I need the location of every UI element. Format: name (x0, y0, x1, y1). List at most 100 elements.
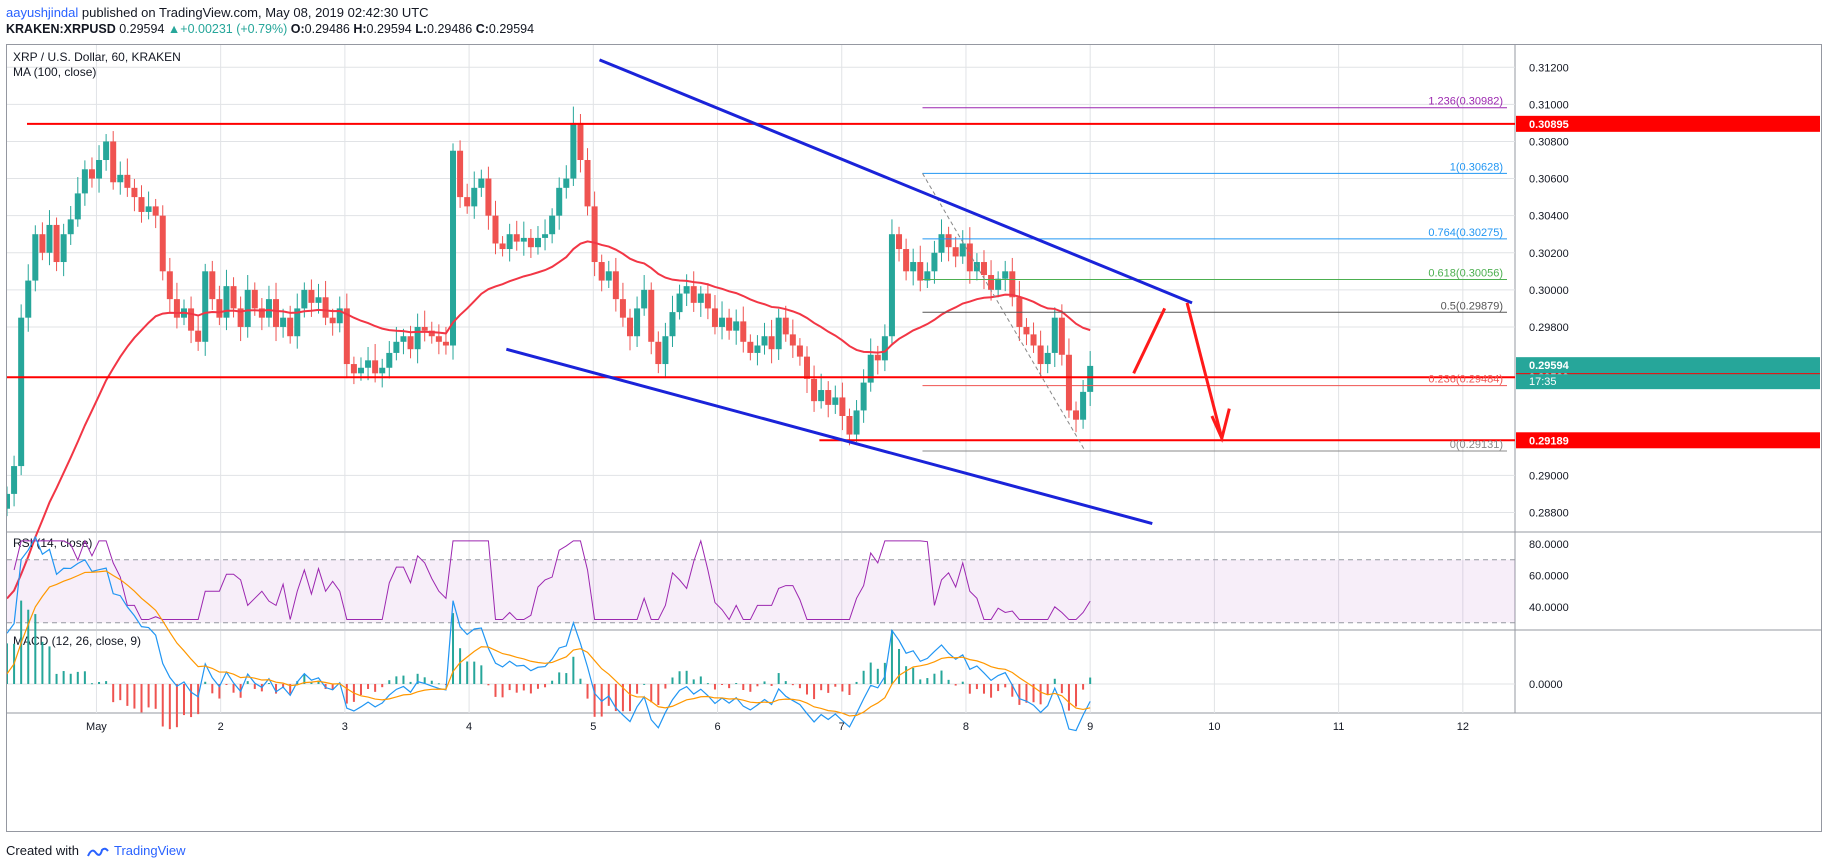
rsi-tick-label: 80.0000 (1529, 539, 1569, 551)
macd-histogram-bar (508, 684, 511, 691)
symbol-name[interactable]: KRAKEN:XRPUSD (6, 22, 116, 36)
ohlc-low-label: L: (415, 22, 428, 36)
candle-body (471, 187, 478, 207)
candle-body (53, 224, 60, 263)
candle-body (853, 410, 860, 435)
candle-body (478, 178, 485, 188)
macd-histogram-bar (522, 684, 525, 691)
candle-body (988, 275, 995, 290)
x-tick-label: 9 (1087, 721, 1093, 733)
macd-histogram-bar (657, 684, 660, 706)
ohlc-open: 0.29486 (304, 22, 350, 36)
macd-histogram-bar (614, 684, 617, 712)
macd-histogram-bar (728, 684, 731, 689)
candle-body (1073, 410, 1080, 420)
macd-histogram-bar (1025, 684, 1028, 703)
macd-histogram-bar (841, 684, 844, 692)
candle-body (138, 197, 145, 212)
candle-body (159, 215, 166, 272)
candle-body (273, 299, 280, 327)
fib-level-label: 1(0.30628) (1450, 161, 1503, 173)
candle-body (258, 308, 265, 318)
candle-body (1087, 365, 1094, 392)
tradingview-logo-icon (86, 847, 109, 856)
candle-body (542, 234, 549, 238)
tradingview-brand-link[interactable]: TradingView (114, 843, 186, 858)
macd-histogram-bar (395, 676, 398, 684)
candle-body (648, 289, 655, 342)
macd-histogram-bar (721, 684, 724, 685)
macd-histogram-bar (175, 684, 178, 728)
candle-body (598, 262, 605, 281)
macd-histogram-bar (565, 673, 568, 684)
candle-body (768, 336, 775, 350)
candle-body (726, 317, 733, 331)
candle-body (492, 215, 499, 244)
candle-body (662, 336, 669, 365)
macd-histogram-bar (331, 684, 334, 690)
ohlc-high: 0.29594 (366, 22, 412, 36)
macd-histogram-bar (685, 670, 688, 684)
macd-histogram-bar (905, 666, 908, 684)
published-text: published on TradingView.com, May 08, 20… (81, 5, 429, 20)
candle-body (860, 382, 867, 411)
macd-histogram-bar (168, 684, 171, 730)
macd-histogram-bar (699, 676, 702, 684)
macd-histogram-bar (119, 684, 122, 701)
publisher-link[interactable]: aayushjindal (6, 5, 79, 20)
chart-frame[interactable]: May 2 3 4 5 6 7 8 9 10 11 12 0.31200 0.31000 0.30800 0.… (6, 44, 1822, 832)
macd-histogram-bar (388, 680, 391, 684)
x-tick-label: 12 (1457, 721, 1469, 733)
candle-body (74, 193, 81, 220)
created-with-text: Created with (6, 843, 79, 858)
macd-histogram-bar (784, 681, 787, 684)
candle-body (584, 160, 591, 207)
macd-histogram-bar (430, 680, 433, 684)
macd-histogram-bar (975, 684, 978, 690)
macd-histogram-bar (749, 684, 752, 692)
rsi-tick-label: 60.0000 (1529, 570, 1569, 582)
fib-level-label: 0.236(0.29484) (1428, 374, 1503, 386)
ohlc-low: 0.29486 (427, 22, 473, 36)
candle-body (322, 297, 329, 318)
candle-body (634, 308, 641, 337)
candle-body (308, 289, 315, 303)
macd-histogram-bar (551, 680, 554, 684)
macd-histogram-bar (480, 665, 483, 684)
candle-body (832, 397, 839, 405)
macd-histogram-bar (1018, 684, 1021, 705)
candle-body (549, 215, 556, 235)
macd-histogram-bar (133, 684, 136, 709)
candle-body (11, 466, 18, 494)
ma-100-line (7, 240, 1091, 600)
macd-histogram-bar (126, 684, 129, 706)
level-price-badge (1516, 115, 1820, 132)
macd-histogram-bar (735, 683, 738, 685)
macd-histogram-bar (253, 684, 256, 689)
macd-histogram-bar (105, 681, 108, 684)
ohlc-high-label: H: (353, 22, 367, 36)
macd-histogram-bar (345, 684, 348, 704)
macd-histogram-bar (466, 661, 469, 684)
fib-level-label: 0(0.29131) (1450, 439, 1503, 451)
macd-histogram-bar (225, 684, 228, 685)
macd-histogram-bar (494, 684, 497, 697)
macd-histogram-bar (770, 684, 773, 686)
candle-body (867, 354, 874, 383)
candle-body (697, 293, 704, 303)
macd-histogram-bar (246, 681, 249, 684)
x-tick-label: 2 (218, 721, 224, 733)
macd-histogram-bar (515, 684, 518, 693)
candle-body (534, 237, 541, 248)
candle-body (301, 289, 308, 309)
macd-histogram-bar (912, 667, 915, 684)
price-chart[interactable]: May 2 3 4 5 6 7 8 9 10 11 12 0.31200 0.31000 0.30800 0.… (7, 45, 1821, 831)
candle-body (357, 367, 364, 374)
macd-histogram-bar (572, 656, 575, 684)
candle-body (280, 317, 287, 327)
candle-body (811, 378, 818, 402)
macd-histogram-bar (147, 684, 150, 708)
candle-body (244, 289, 251, 327)
macd-histogram-bar (473, 661, 476, 684)
x-tick-label: 3 (342, 721, 348, 733)
